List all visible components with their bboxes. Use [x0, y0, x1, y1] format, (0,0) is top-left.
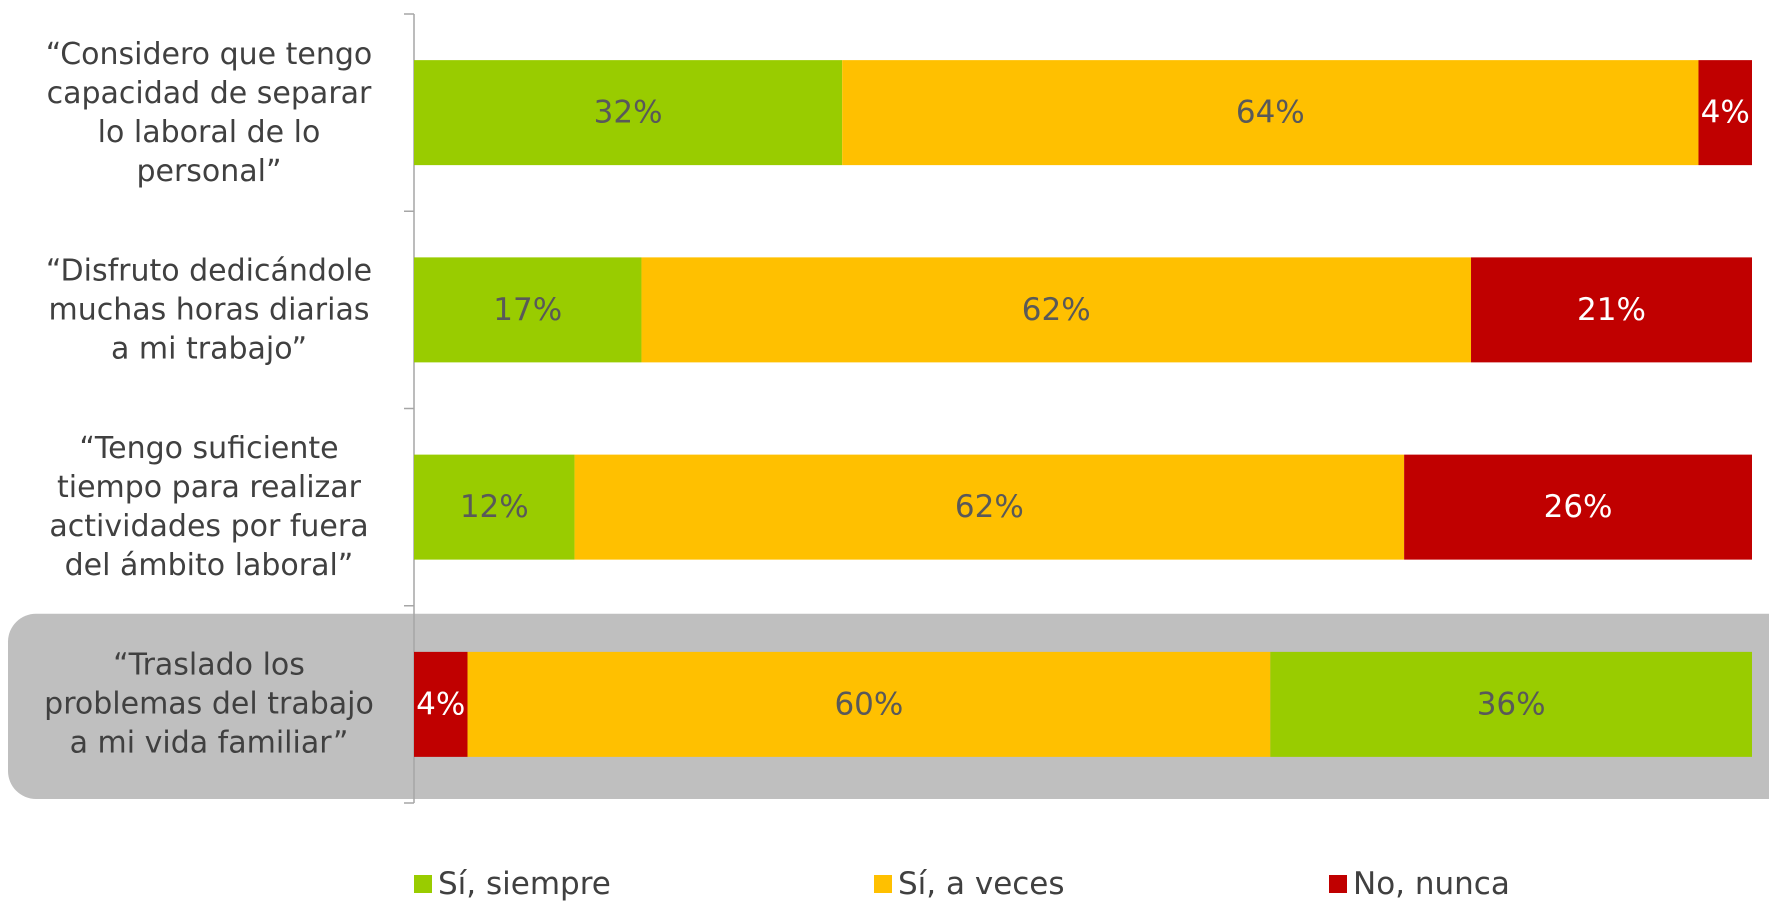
category-label: “Disfruto dedicándole muchas horas diari…	[45, 253, 373, 367]
legend-swatch	[414, 875, 432, 893]
bar-segment	[1471, 257, 1752, 363]
legend-label: Sí, siempre	[438, 866, 611, 902]
value-label: 60%	[834, 686, 903, 722]
legend-label: No, nunca	[1353, 866, 1510, 902]
value-label: 26%	[1544, 489, 1613, 525]
bar-segment	[414, 454, 575, 560]
bar-segment	[414, 60, 843, 166]
value-label: 21%	[1577, 292, 1646, 328]
value-label: 64%	[1236, 95, 1305, 131]
bar-segment	[1270, 651, 1752, 757]
bar-segment	[1698, 60, 1752, 166]
bar-segment	[641, 257, 1472, 363]
legend-label: Sí, a veces	[898, 866, 1065, 902]
value-label: 12%	[460, 489, 529, 525]
value-label: 62%	[955, 489, 1024, 525]
bar-segment	[414, 651, 468, 757]
bar-segment	[574, 454, 1405, 560]
legend-swatch	[1329, 875, 1347, 893]
legend-swatch	[874, 875, 892, 893]
bar-segment	[842, 60, 1699, 166]
bar-segment	[467, 651, 1271, 757]
value-label: 4%	[416, 686, 465, 722]
category-label: “Traslado los problemas del trabajo a mi…	[44, 647, 374, 761]
category-label: “Considero que tengo capacidad de separa…	[45, 36, 373, 189]
value-label: 62%	[1022, 292, 1091, 328]
value-label: 36%	[1477, 686, 1546, 722]
value-label: 17%	[493, 292, 562, 328]
category-label: “Tengo suficiente tiempo para realizar a…	[49, 431, 369, 584]
value-label: 4%	[1701, 95, 1750, 131]
value-label: 32%	[594, 95, 663, 131]
bar-segment	[414, 257, 642, 363]
bar-segment	[1404, 454, 1752, 560]
